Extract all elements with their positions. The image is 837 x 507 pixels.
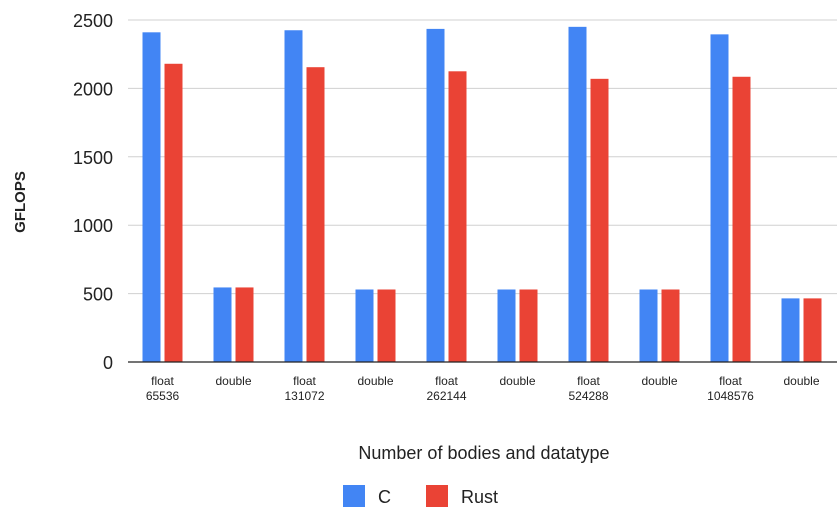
y-tick-label: 1000 xyxy=(73,216,113,236)
x-tick-label: double xyxy=(641,374,677,388)
gridlines xyxy=(128,19,837,295)
bar-rust-9 xyxy=(803,298,822,362)
legend-label-c: C xyxy=(378,487,391,507)
x-axis-title: Number of bodies and datatype xyxy=(358,443,609,463)
x-tick-label-line: 1048576 xyxy=(707,389,754,403)
bar-rust-7 xyxy=(661,289,680,362)
y-tick-label: 2500 xyxy=(73,11,113,31)
bars xyxy=(142,26,822,363)
bar-rust-6 xyxy=(590,78,609,362)
x-tick-label-line: double xyxy=(641,374,677,388)
x-tick-label-line: 262144 xyxy=(426,389,466,403)
y-axis-title: GFLOPS xyxy=(12,171,29,233)
x-tick-label-line: 65536 xyxy=(146,389,180,403)
bar-c-1 xyxy=(213,287,232,362)
y-axis-tick-labels: 0 500 1000 1500 2000 2500 xyxy=(73,11,113,373)
bar-rust-4 xyxy=(448,71,467,363)
x-tick-label-line: float xyxy=(293,374,316,388)
bar-rust-2 xyxy=(306,67,325,363)
legend: C Rust xyxy=(343,485,498,507)
bar-rust-8 xyxy=(732,76,751,362)
bar-c-6 xyxy=(568,26,587,363)
x-tick-label: double xyxy=(783,374,819,388)
y-tick-label: 2000 xyxy=(73,79,113,99)
x-tick-label-line: double xyxy=(357,374,393,388)
x-tick-label: double xyxy=(499,374,535,388)
x-tick-label: float 262144 xyxy=(426,374,466,403)
x-tick-label-line: float xyxy=(435,374,458,388)
x-tick-label-line: float xyxy=(719,374,742,388)
x-tick-label: double xyxy=(357,374,393,388)
bar-rust-0 xyxy=(164,63,183,362)
bar-c-0 xyxy=(142,32,161,362)
y-tick-label: 0 xyxy=(103,353,113,373)
y-tick-label: 500 xyxy=(83,285,113,305)
x-tick-label-line: 131072 xyxy=(284,389,324,403)
bar-c-5 xyxy=(497,289,516,362)
x-tick-label: float 1048576 xyxy=(707,374,754,403)
legend-swatch-c xyxy=(343,485,365,507)
bar-c-3 xyxy=(355,289,374,362)
x-tick-label: double xyxy=(215,374,251,388)
x-tick-label-line: float xyxy=(151,374,174,388)
y-tick-label: 1500 xyxy=(73,148,113,168)
x-tick-label: float 65536 xyxy=(146,374,180,403)
x-tick-label: float 131072 xyxy=(284,374,324,403)
x-tick-label-line: double xyxy=(499,374,535,388)
x-tick-label: float 524288 xyxy=(568,374,608,403)
legend-swatch-rust xyxy=(426,485,448,507)
bar-c-9 xyxy=(781,298,800,362)
x-tick-label-line: double xyxy=(783,374,819,388)
x-tick-label-line: 524288 xyxy=(568,389,608,403)
bar-rust-5 xyxy=(519,289,538,362)
bar-c-7 xyxy=(639,289,658,362)
x-tick-label-line: float xyxy=(577,374,600,388)
x-tick-label-line: double xyxy=(215,374,251,388)
bar-c-2 xyxy=(284,30,303,362)
bar-c-8 xyxy=(710,34,729,362)
bar-rust-3 xyxy=(377,289,396,362)
legend-label-rust: Rust xyxy=(461,487,498,507)
bar-c-4 xyxy=(426,28,445,363)
bar-rust-1 xyxy=(235,287,254,362)
